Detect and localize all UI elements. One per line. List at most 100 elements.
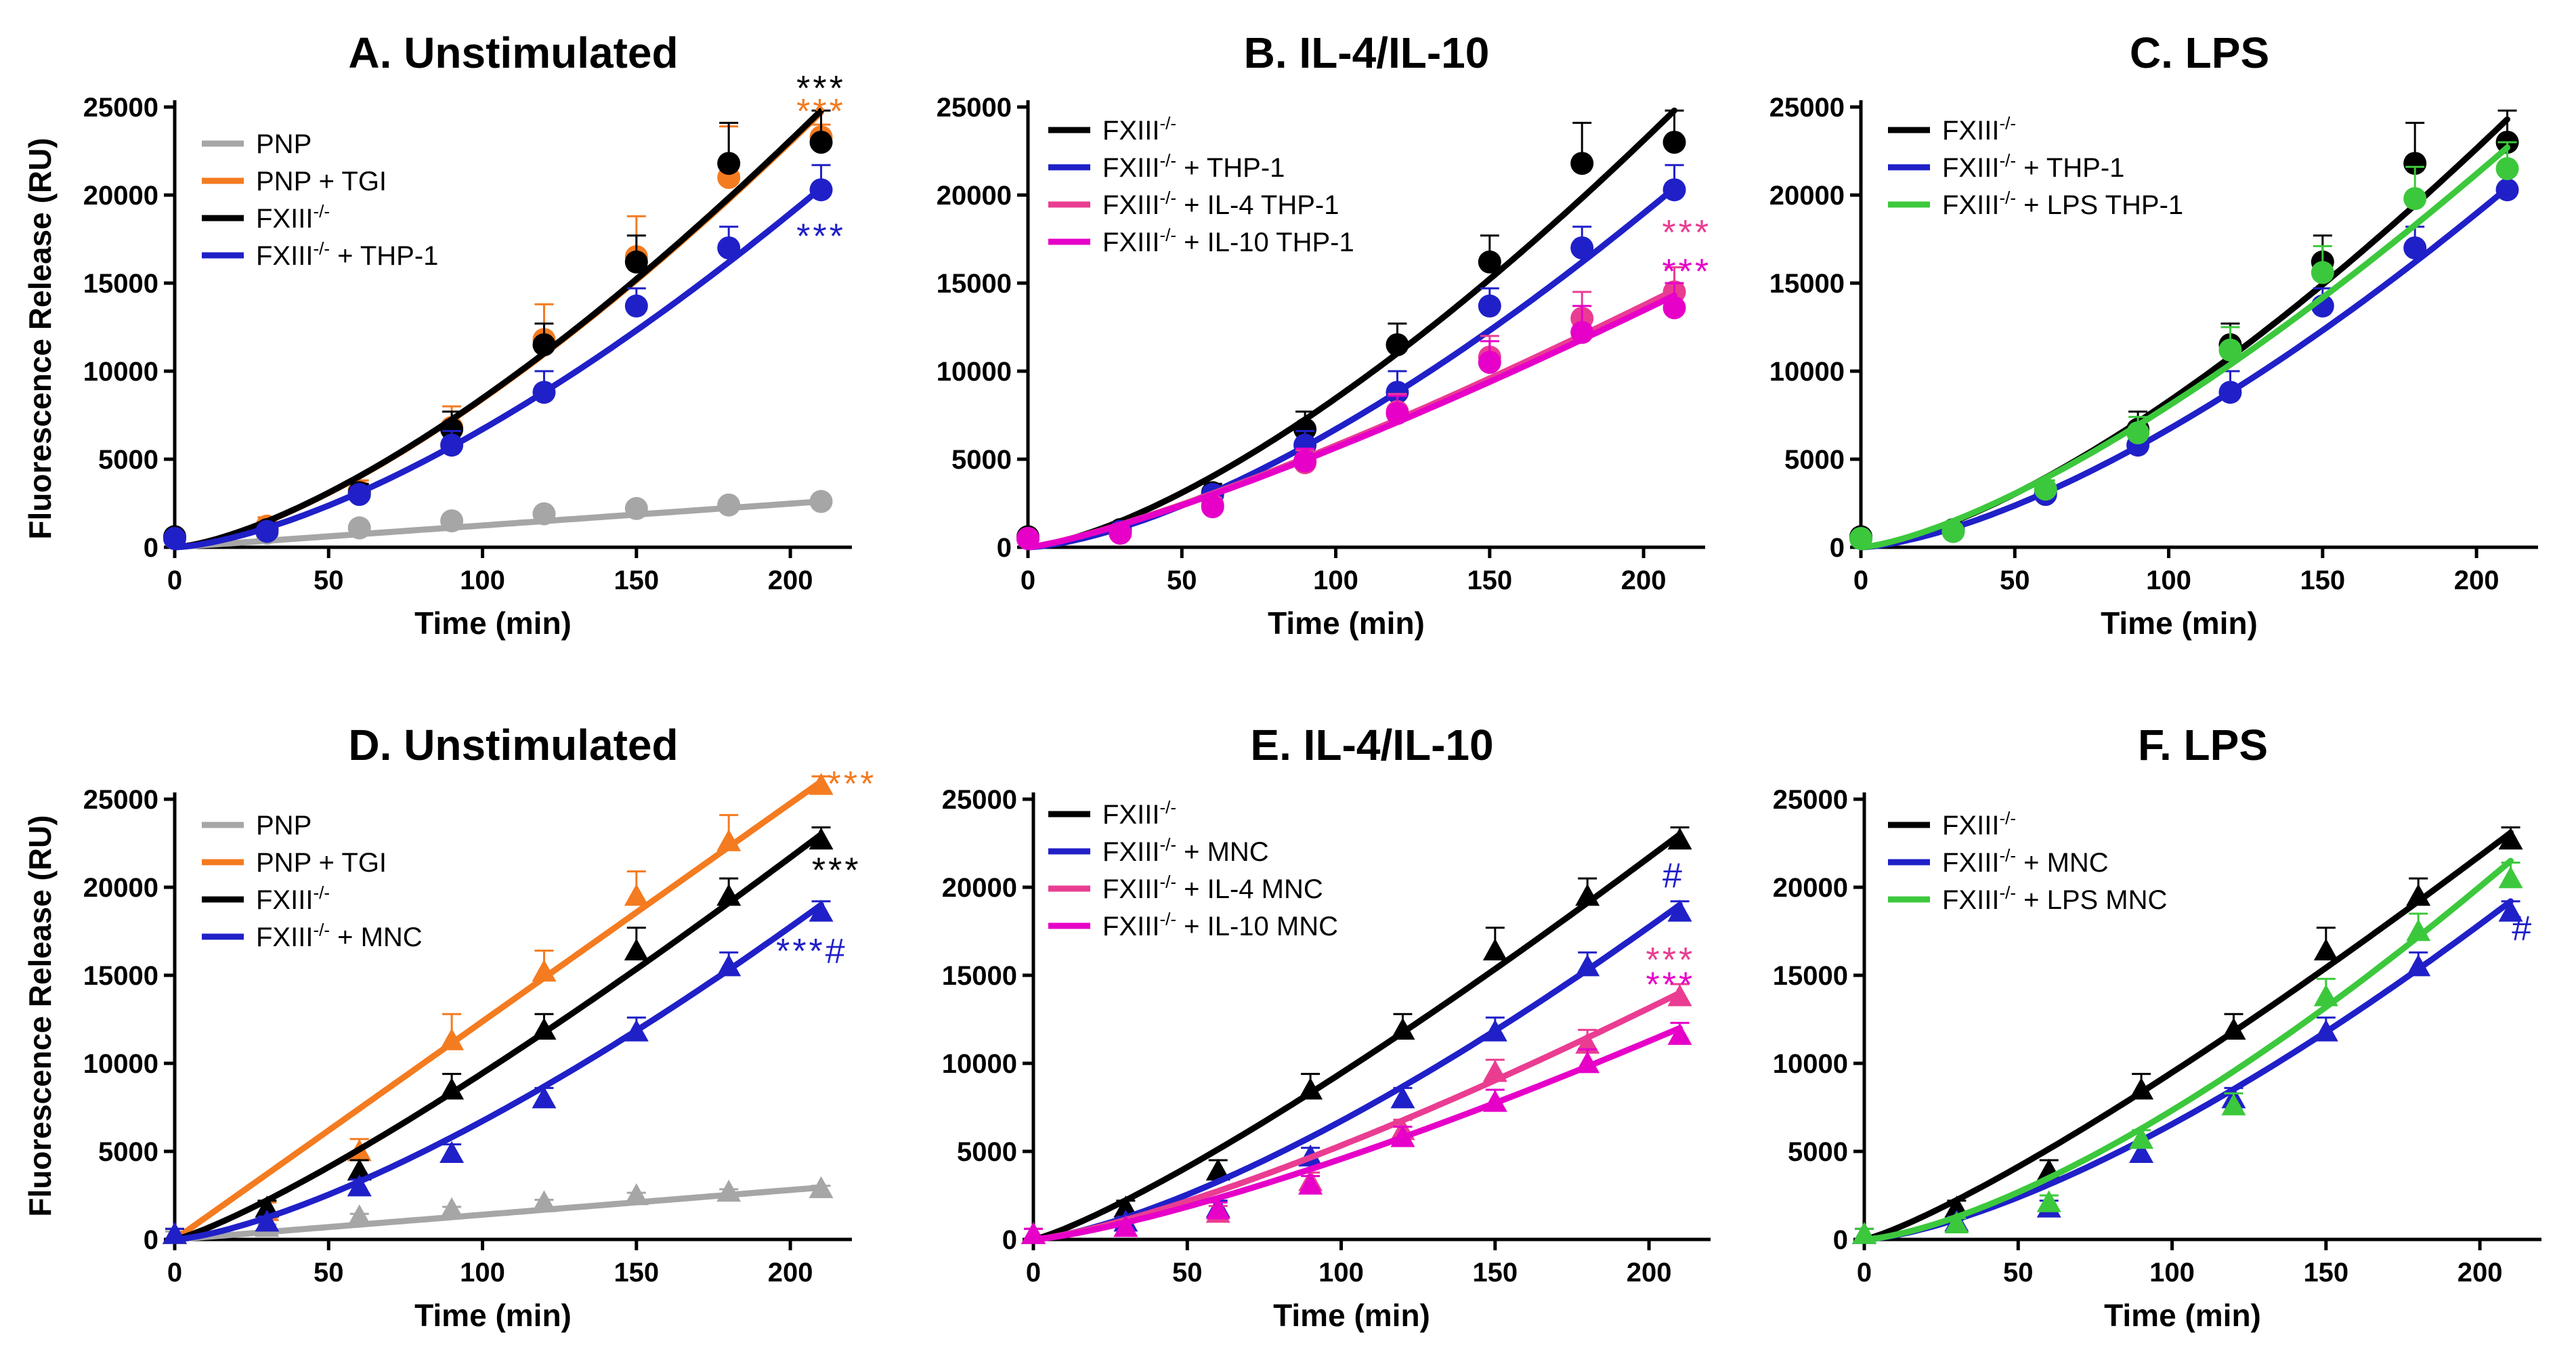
y-tick-label: 15000 [1769,269,1845,299]
fit-line [1030,831,1683,1243]
significance-annotation: *** [796,69,846,108]
data-point [624,1019,649,1042]
legend-label: FXIII-/- + IL-4 MNC [1102,872,1323,904]
y-tick-label: 15000 [942,961,1017,991]
data-point [809,490,833,513]
data-point [1944,1211,1969,1233]
data-point [1482,1019,1507,1042]
significance-annotation: ***# [776,932,848,971]
legend-label: FXIII-/- [256,201,330,234]
x-tick-label: 100 [2146,566,2191,595]
x-axis-label: Time (min) [2101,605,2258,641]
y-tick-label: 5000 [1784,445,1845,475]
significance-annotation: *** [1662,252,1711,291]
fit-line [1030,990,1683,1243]
data-point [1478,351,1501,374]
y-tick-label: 10000 [942,1049,1017,1079]
legend-label: FXIII-/- + LPS THP-1 [1942,188,2183,220]
data-point [2313,938,2338,960]
fit-line [171,498,824,551]
panel-c: C. LPS 0 5000 10000 15000 20000 25000 0 50 100 150… [1769,28,2538,641]
data-point [624,496,648,520]
x-tick-label: 50 [314,1258,344,1288]
y-tick-label: 15000 [83,961,158,991]
data-point [2221,1093,2246,1115]
y-tick-label: 25000 [1769,93,1845,123]
data-point [2403,152,2427,175]
data-point [716,829,742,851]
legend-label: FXIII-/- + MNC [1102,834,1269,867]
data-point [1575,884,1600,906]
y-tick-label: 20000 [83,873,158,903]
data-point [2034,477,2057,501]
y-tick-label: 20000 [83,181,158,211]
data-point [717,493,741,517]
y-tick-label: 5000 [951,445,1012,475]
data-point [1570,236,1594,259]
series-3 [163,164,833,551]
x-tick-label: 150 [1472,1258,1518,1288]
x-tick-label: 50 [1172,1258,1203,1288]
legend-label: FXIII-/- [1942,808,2016,841]
fit-line [1861,857,2514,1243]
legend-label: FXIII-/- + LPS MNC [1942,883,2167,915]
data-point [440,509,464,532]
fit-line [171,901,824,1243]
fit-line [1025,292,1677,551]
fit-line [171,107,824,551]
legend-label: FXIII-/- + THP-1 [256,238,438,271]
legend-label: PNP + TGI [256,167,387,196]
panel-title: E. IL-4/IL-10 [1250,721,1493,769]
data-point [2498,866,2523,889]
data-point [439,1078,465,1100]
y-tick-label: 20000 [942,873,1017,903]
y-tick-label: 0 [1002,1225,1017,1255]
y-tick-label: 0 [997,533,1012,563]
data-point [716,1179,742,1202]
legend-label: FXIII-/- [1102,797,1176,830]
legend-label: FXIII-/- + THP-1 [1942,150,2124,183]
panel-a: A. Unstimulated 0 5000 10000 15000 20000 25000… [22,28,852,641]
data-point [1390,1017,1415,1040]
data-point [2126,421,2150,444]
y-tick-label: 15000 [1773,961,1848,991]
y-tick-label: 5000 [1788,1137,1848,1167]
data-point [1113,1214,1138,1237]
data-point [440,433,464,457]
data-point [2403,236,2427,259]
fit-line [171,1184,824,1243]
series-2 [163,826,834,1244]
y-axis-label: Fluorescence Release (RU) [22,815,58,1216]
data-point [2495,157,2519,180]
data-point [1021,1222,1046,1244]
x-tick-label: 100 [460,1258,505,1288]
data-point [624,250,648,274]
x-tick-label: 0 [1021,566,1035,595]
x-tick-label: 100 [460,566,505,595]
data-point [1570,320,1594,344]
y-tick-label: 10000 [83,357,158,387]
data-point [532,381,556,404]
panel-title: A. Unstimulated [348,28,678,77]
y-tick-label: 10000 [83,1049,158,1079]
data-point [532,502,556,526]
legend-label: FXIII-/- + MNC [256,920,423,952]
data-point [2498,827,2523,850]
y-axis-label: Fluorescence Release (RU) [22,137,58,539]
data-point [347,1174,372,1197]
data-point [439,1197,465,1220]
x-tick-label: 150 [614,566,659,595]
significance-annotation: *** [1646,941,1696,980]
data-point [163,527,186,550]
data-point [532,1017,557,1040]
panel-b: B. IL-4/IL-10 0 5000 10000 15000 20000 25000 0 5… [937,28,1711,641]
x-tick-label: 100 [1318,1258,1364,1288]
y-tick-label: 10000 [1773,1049,1848,1079]
x-tick-label: 0 [167,1258,182,1288]
series-2 [1849,141,2519,551]
data-point [809,827,834,850]
data-point [532,333,556,356]
data-point [624,938,649,960]
x-tick-label: 0 [1857,1258,1872,1288]
